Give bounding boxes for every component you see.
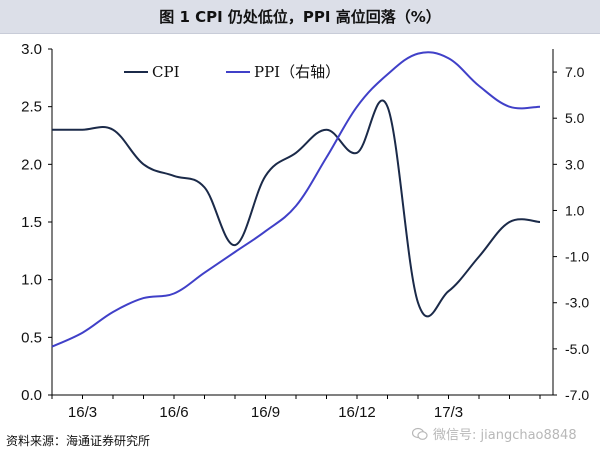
right-tick-label: 5.0 [565, 110, 585, 126]
legend-cpi-label: CPI [152, 63, 180, 81]
right-tick-label: -7.0 [565, 387, 589, 403]
legend: CPI PPI（右轴） [124, 63, 340, 81]
watermark: 微信号: jiangchao8848 [412, 424, 577, 443]
right-tick-label: 3.0 [565, 156, 585, 172]
x-tick-label: 16/6 [159, 404, 188, 421]
x-tick-label: 16/12 [338, 404, 376, 421]
right-tick-label: -5.0 [565, 341, 589, 357]
left-tick-label: 0.0 [21, 387, 42, 404]
wechat-icon [412, 427, 428, 440]
right-tick-label: 1.0 [565, 202, 585, 218]
left-tick-label: 1.5 [21, 214, 42, 231]
right-tick-label: -3.0 [565, 295, 589, 311]
ppi-line [51, 51, 541, 348]
title-bar [0, 0, 600, 34]
left-tick-label: 3.0 [21, 41, 42, 58]
left-tick-label: 1.0 [21, 272, 42, 289]
legend-ppi-label: PPI（右轴） [254, 63, 340, 81]
right-tick-label: 7.0 [565, 64, 585, 80]
cpi-line [52, 99, 541, 318]
x-tick-label: 17/3 [434, 404, 463, 421]
axes: 0.0 0.5 1.0 1.5 2.0 2.5 3.0 -7.0 -5.0 -3.0 -1.0 1.0… [21, 41, 589, 421]
watermark-text: 微信号: jiangchao8848 [433, 428, 577, 443]
source-note: 资料来源：海通证券研究所 [6, 434, 151, 448]
right-tick-label: -1.0 [565, 249, 589, 265]
left-tick-label: 2.0 [21, 156, 42, 173]
x-tick-label: 16/9 [251, 404, 280, 421]
left-tick-label: 2.5 [21, 99, 42, 116]
x-tick-label: 16/3 [68, 404, 97, 421]
series-group [51, 51, 541, 348]
chart-title: 图 1 CPI 仍处低位，PPI 高位回落（%） [159, 8, 441, 26]
left-tick-label: 0.5 [21, 329, 42, 346]
